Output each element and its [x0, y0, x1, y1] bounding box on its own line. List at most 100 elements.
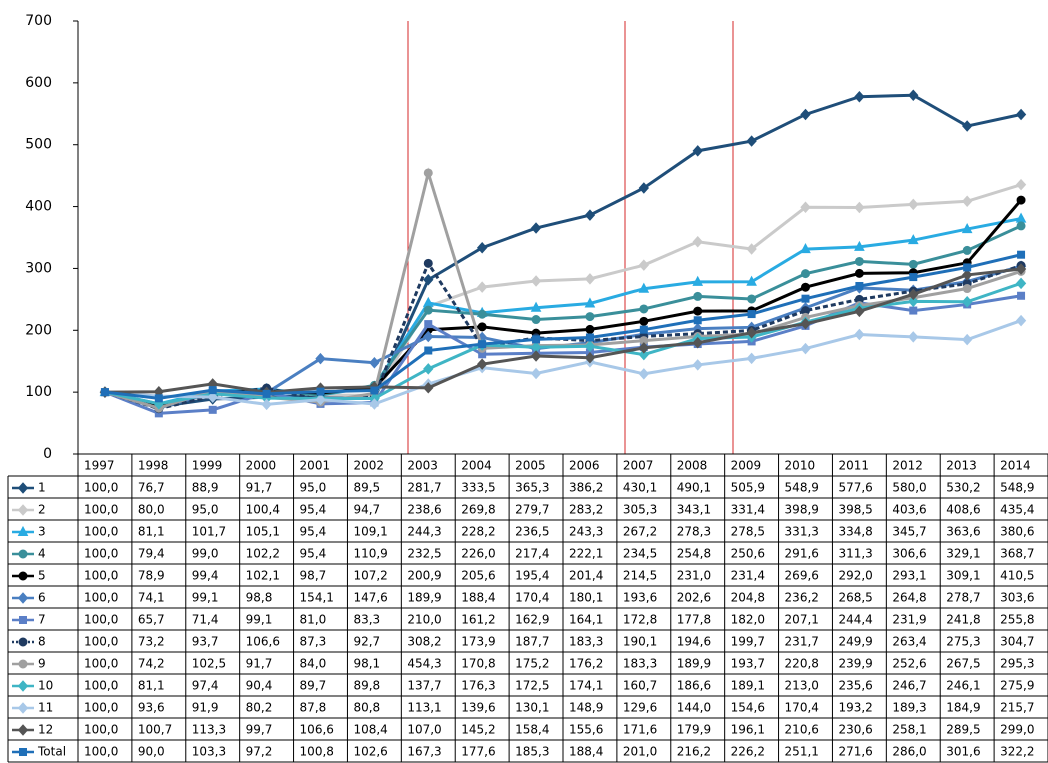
table-cell: 91,7: [246, 481, 273, 495]
table-cell: 99,0: [192, 547, 219, 561]
data-point: [423, 382, 434, 394]
y-tick-label: 400: [25, 199, 52, 215]
table-cell: 403,6: [892, 503, 926, 517]
table-cell: 84,0: [300, 657, 327, 671]
table-cell: 190,1: [623, 635, 657, 649]
data-point: [961, 195, 973, 207]
data-point: [476, 241, 488, 254]
data-point: [962, 284, 972, 294]
y-tick-label: 600: [25, 75, 52, 91]
legend-marker: [17, 592, 29, 604]
table-cell: 100,0: [84, 679, 118, 693]
data-point: [855, 281, 864, 290]
table-cell: 246,1: [946, 679, 980, 693]
data-point: [638, 259, 650, 271]
table-cell: 73,2: [138, 635, 165, 649]
table-cell: 236,2: [785, 591, 819, 605]
table-cell: 102,1: [246, 569, 280, 583]
x-tick-label: 1998: [138, 459, 169, 473]
table-cell: 137,7: [407, 679, 441, 693]
data-point: [530, 350, 542, 362]
legend-marker: [18, 637, 28, 647]
table-cell: 204,8: [731, 591, 765, 605]
table-cell: 193,7: [731, 657, 765, 671]
table-cell: 100,4: [246, 503, 280, 517]
y-tick-label: 700: [25, 13, 52, 29]
table-cell: 304,7: [1000, 635, 1034, 649]
x-tick-label: 2006: [569, 459, 600, 473]
table-cell: 99,4: [192, 569, 219, 583]
data-point: [961, 223, 973, 234]
legend-label: Total: [37, 745, 66, 759]
table-cell: 80,8: [353, 701, 380, 715]
table-cell: 292,0: [838, 569, 872, 583]
legend-marker: [17, 482, 29, 494]
table-cell: 244,3: [407, 525, 441, 539]
table-cell: 279,7: [515, 503, 549, 517]
table-cell: 99,7: [246, 723, 273, 737]
table-cell: 306,6: [892, 547, 926, 561]
data-point: [854, 256, 864, 266]
table-cell: 530,2: [946, 481, 980, 495]
data-point: [801, 294, 810, 303]
legend-label: 1: [38, 481, 46, 495]
table-cell: 201,0: [623, 745, 657, 759]
data-point: [638, 342, 650, 354]
table-cell: 228,2: [461, 525, 495, 539]
table-cell: 305,3: [623, 503, 657, 517]
table-cell: 548,9: [785, 481, 819, 495]
table-cell: 100,0: [84, 503, 118, 517]
y-tick-label: 200: [25, 322, 52, 338]
table-cell: 380,6: [1000, 525, 1034, 539]
table-cell: 331,4: [731, 503, 765, 517]
table-cell: 490,1: [677, 481, 711, 495]
table-cell: 98,7: [300, 569, 327, 583]
table-cell: 222,1: [569, 547, 603, 561]
legend-label: 2: [38, 503, 46, 517]
data-point: [584, 209, 596, 221]
table-cell: 289,5: [946, 723, 980, 737]
table-cell: 100,0: [84, 547, 118, 561]
data-point: [585, 324, 595, 334]
table-cell: 217,4: [515, 547, 549, 561]
table-cell: 334,8: [838, 525, 872, 539]
table-cell: 241,8: [946, 613, 980, 627]
x-tick-label: 2002: [353, 459, 384, 473]
table-cell: 100,0: [84, 701, 118, 715]
table-cell: 173,9: [461, 635, 495, 649]
legend-marker: [19, 748, 27, 756]
table-cell: 76,7: [138, 481, 165, 495]
legend-marker: [18, 571, 28, 581]
table-cell: 435,4: [1000, 503, 1034, 517]
table-cell: 548,9: [1000, 481, 1034, 495]
table-cell: 78,9: [138, 569, 165, 583]
table-cell: 183,3: [623, 657, 657, 671]
data-point: [746, 135, 757, 147]
table-cell: 100,0: [84, 569, 118, 583]
table-cell: 343,1: [677, 503, 711, 517]
table-cell: 301,6: [946, 745, 980, 759]
table-cell: 311,3: [838, 547, 872, 561]
table-cell: 172,5: [515, 679, 549, 693]
table-cell: 268,5: [838, 591, 872, 605]
table-cell: 105,1: [246, 525, 280, 539]
table-cell: 65,7: [138, 613, 165, 627]
table-cell: 410,5: [1000, 569, 1034, 583]
table-cell: 170,8: [461, 657, 495, 671]
table-cell: 216,2: [677, 745, 711, 759]
legend-label: 3: [38, 525, 46, 539]
table-cell: 220,8: [785, 657, 819, 671]
table-cell: 231,9: [892, 613, 926, 627]
data-point: [531, 315, 541, 325]
x-tick-label: 2012: [892, 459, 923, 473]
table-cell: 102,5: [192, 657, 226, 671]
table-cell: 95,4: [300, 547, 327, 561]
data-point: [424, 320, 433, 329]
data-point: [315, 352, 326, 365]
data-point: [532, 335, 541, 344]
data-point: [693, 316, 702, 325]
table-cell: 97,4: [192, 679, 219, 693]
data-point: [262, 389, 271, 398]
table-cell: 254,8: [677, 547, 711, 561]
table-cell: 207,1: [785, 613, 819, 627]
